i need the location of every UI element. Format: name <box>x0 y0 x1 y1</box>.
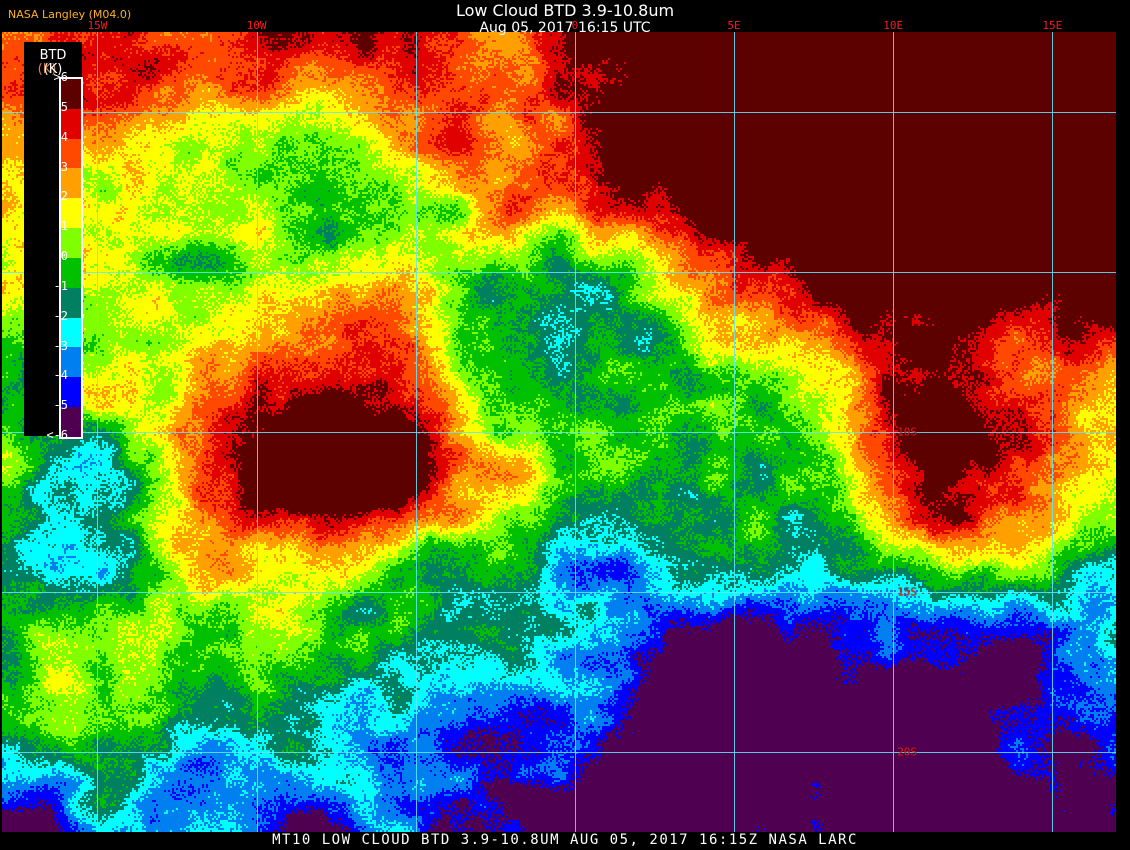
colorbar-band <box>61 377 81 408</box>
colorbar-band <box>61 287 81 318</box>
colorbar-band <box>61 108 81 139</box>
colorbar-tick-label: -4 <box>53 368 68 383</box>
colorbar-tick-label: -2 <box>53 308 68 323</box>
longitude-tick-label: 15W <box>87 19 108 32</box>
longitude-tick-label: 15E <box>1042 19 1063 32</box>
latitude-tick-label: 20S <box>897 745 918 759</box>
grid-line-latitude <box>2 272 1116 273</box>
colorbar-tick-label: -3 <box>53 338 68 353</box>
colorbar <box>59 77 83 439</box>
colorbar-tick-label: -1 <box>53 278 68 293</box>
grid-line-latitude <box>2 752 1116 753</box>
latitude-tick-label: 10S <box>897 425 918 439</box>
grid-line-latitude <box>2 592 1116 593</box>
footer-caption: MT10 LOW CLOUD BTD 3.9-10.8UM AUG 05, 20… <box>272 832 858 848</box>
grid-line-latitude <box>2 432 1116 433</box>
colorbar-tick-label: 1 <box>60 219 68 234</box>
latitude-tick-label: 15S <box>897 585 918 599</box>
colorbar-band <box>61 198 81 229</box>
colorbar-tick-label: <-6 <box>46 428 68 442</box>
legend-unit-ghost-label: (K) <box>37 62 57 77</box>
longitude-tick-label: 5E <box>727 19 741 32</box>
grid-line-latitude <box>2 112 1116 113</box>
colorbar-tick-label: 5 <box>60 99 68 114</box>
legend-unit-label: (K) <box>43 62 63 77</box>
agency-label: NASA Langley (M04.0) <box>8 8 132 21</box>
colorbar-band <box>61 407 81 437</box>
colorbar-band <box>61 138 81 169</box>
colorbar-band <box>61 347 81 378</box>
colorbar-tick-label: >6 <box>53 70 68 84</box>
longitude-tick-label: 0 <box>571 19 579 32</box>
colorbar-band <box>61 228 81 258</box>
colorbar-band <box>61 168 81 199</box>
page-title: Low Cloud BTD 3.9-10.8um <box>455 1 675 20</box>
colorbar-tick-label: 2 <box>60 189 68 204</box>
colorbar-tick-label: 3 <box>60 159 68 174</box>
colorbar-band <box>61 317 81 348</box>
colorbar-tick-label: 4 <box>60 129 68 144</box>
longitude-tick-label: 10E <box>883 19 904 32</box>
colorbar-band <box>61 79 81 109</box>
longitude-tick-label: 10W <box>246 19 267 32</box>
colorbar-tick-label: -5 <box>53 398 68 413</box>
page-subtitle: Aug 05, 2017 16:15 UTC <box>479 20 651 36</box>
legend-title-label: BTD <box>39 48 67 63</box>
colorbar-band <box>61 257 81 288</box>
colorbar-tick-label: 0 <box>60 249 68 263</box>
